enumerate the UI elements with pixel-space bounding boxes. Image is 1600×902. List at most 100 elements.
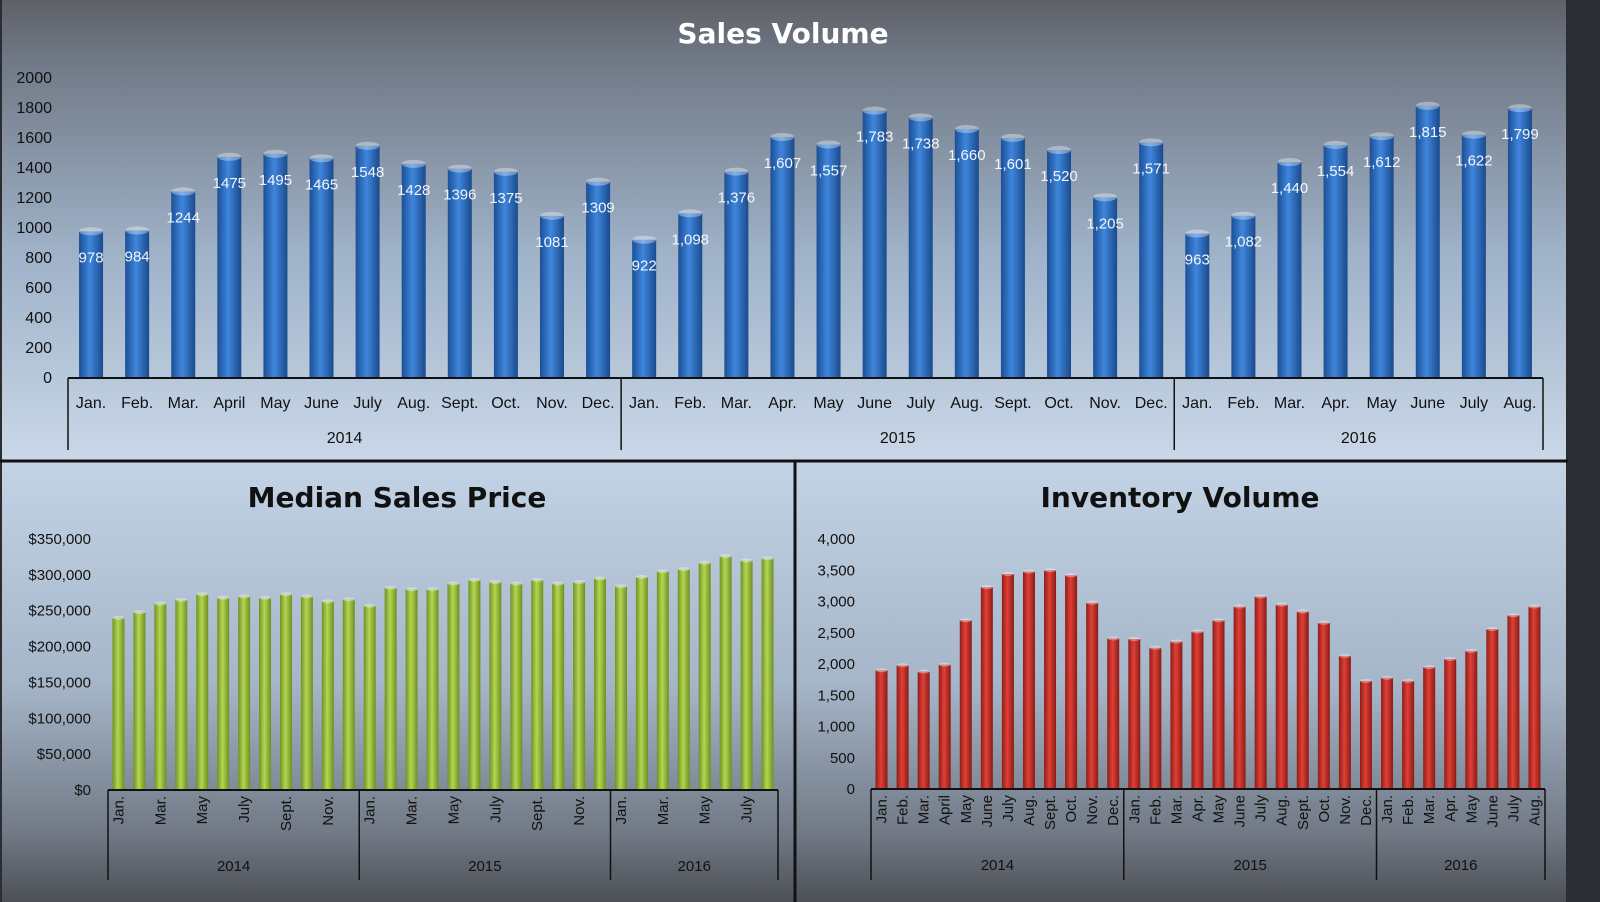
inventory-category-label: Jan. <box>874 795 891 823</box>
sales-bar <box>1139 142 1164 378</box>
inventory-bar <box>938 664 951 789</box>
sales-bar-cap <box>1047 146 1072 154</box>
price-category-label: July <box>236 796 253 823</box>
sales-category-label: Mar. <box>1274 395 1305 412</box>
sales-bar <box>724 171 749 378</box>
price-bar-cap <box>740 558 753 563</box>
inventory-category-label: Apr. <box>1442 795 1459 822</box>
inventory-bar-cap <box>1128 637 1141 641</box>
sales-bar-cap <box>632 235 657 244</box>
inventory-category-label: July <box>1253 795 1270 822</box>
inventory-bar <box>896 665 909 789</box>
price-bar <box>614 586 627 790</box>
price-bar-cap <box>635 575 648 580</box>
sales-year-label: 2014 <box>327 430 363 447</box>
sales-category-label: May <box>813 395 843 412</box>
sales-bar <box>770 136 795 378</box>
sales-bar <box>1461 134 1486 378</box>
inventory-category-label: Feb. <box>1400 795 1417 825</box>
inventory-bar <box>1191 631 1204 789</box>
sales-category-label: Nov. <box>1089 395 1121 412</box>
sales-category-label: Mar. <box>721 395 752 412</box>
sales-category-label: June <box>1410 395 1445 412</box>
sales-year-label: 2015 <box>880 430 916 447</box>
sales-bar <box>1093 197 1118 378</box>
sales-category-label: Aug. <box>397 395 430 412</box>
price-bar <box>300 596 313 790</box>
price-category-label: Sept. <box>278 796 295 831</box>
sales-bar <box>1415 105 1440 378</box>
sales-data-label: 1,520 <box>1040 168 1078 185</box>
price-bar-cap <box>342 597 355 602</box>
price-bar <box>259 597 272 790</box>
inventory-year-label: 2016 <box>1444 857 1477 874</box>
sales-bar <box>862 110 887 379</box>
inventory-bar <box>1317 622 1330 789</box>
sales-title: Sales Volume <box>677 17 888 50</box>
sales-y-tick-label: 2000 <box>16 70 52 87</box>
price-bar <box>552 583 565 790</box>
inventory-y-tick-label: 4,000 <box>817 531 855 548</box>
inventory-category-label: Jan. <box>1379 795 1396 823</box>
sales-bar-cap <box>217 152 242 161</box>
sales-data-label: 1,440 <box>1271 180 1309 197</box>
price-bar-cap <box>719 554 732 559</box>
sales-category-label: Dec. <box>1135 395 1168 412</box>
sales-data-label: 1,799 <box>1501 126 1539 143</box>
inventory-bar-cap <box>1212 618 1225 623</box>
sales-bar <box>171 191 196 378</box>
sales-data-label: 1495 <box>259 172 292 189</box>
inventory-category-label: Oct. <box>1316 795 1333 823</box>
inventory-category-label: Mar. <box>916 795 933 824</box>
price-bar <box>363 605 376 790</box>
sales-data-label: 1,601 <box>994 156 1032 173</box>
price-category-label: May <box>697 796 714 825</box>
inventory-bar-cap <box>1381 675 1394 680</box>
inventory-bar-cap <box>1022 569 1035 574</box>
price-bar <box>573 582 586 790</box>
inventory-bar <box>1486 629 1499 789</box>
price-bar-cap <box>300 594 313 599</box>
sales-bar-cap <box>1507 104 1532 113</box>
price-chart: $0 $50,000 $100,000 $150,000 $200,000 $250,00… <box>28 531 779 880</box>
price-bar <box>133 612 146 790</box>
inventory-bar <box>1528 606 1541 789</box>
inventory-category-label: Jan. <box>1126 795 1143 823</box>
sales-bar-cap <box>1185 229 1210 238</box>
price-bar <box>510 583 523 790</box>
sales-year-label: 2016 <box>1341 430 1377 447</box>
sales-bar-cap <box>1139 138 1164 147</box>
sales-bar <box>1277 162 1302 378</box>
inventory-category-label: Aug. <box>1274 795 1291 826</box>
inventory-bar <box>1465 650 1478 789</box>
inventory-bar-cap <box>1423 665 1436 670</box>
sales-y-tick-label: 1800 <box>16 100 52 117</box>
sales-data-label: 1081 <box>535 234 568 251</box>
inventory-bar-cap <box>1001 572 1014 576</box>
sales-bar <box>632 239 657 378</box>
inventory-y-tick-label: 2,500 <box>817 625 855 642</box>
sales-bar-cap <box>539 211 564 220</box>
price-bar-cap <box>614 584 627 589</box>
price-bar <box>740 560 753 790</box>
sales-bar-cap <box>171 187 196 196</box>
sales-data-label: 1428 <box>397 182 430 199</box>
inventory-bar-cap <box>896 663 909 668</box>
sales-bar-cap <box>1000 133 1025 142</box>
sales-bar <box>447 168 472 378</box>
sales-category-label: Aug. <box>950 395 983 412</box>
price-bar-cap <box>196 592 209 597</box>
sales-y-tick-label: 200 <box>25 340 52 357</box>
inventory-bar <box>1402 680 1415 789</box>
sales-bar <box>125 230 150 378</box>
sales-data-label: 1,376 <box>718 190 756 207</box>
inventory-category-label: April <box>937 795 954 825</box>
sales-bar-cap <box>862 106 887 115</box>
price-category-label: Nov. <box>571 796 588 826</box>
price-bar <box>677 569 690 790</box>
inventory-category-label: Nov. <box>1084 795 1101 825</box>
sales-data-label: 1,082 <box>1225 234 1263 251</box>
sales-category-label: April <box>213 395 245 412</box>
sales-data-label: 1,783 <box>856 129 894 146</box>
